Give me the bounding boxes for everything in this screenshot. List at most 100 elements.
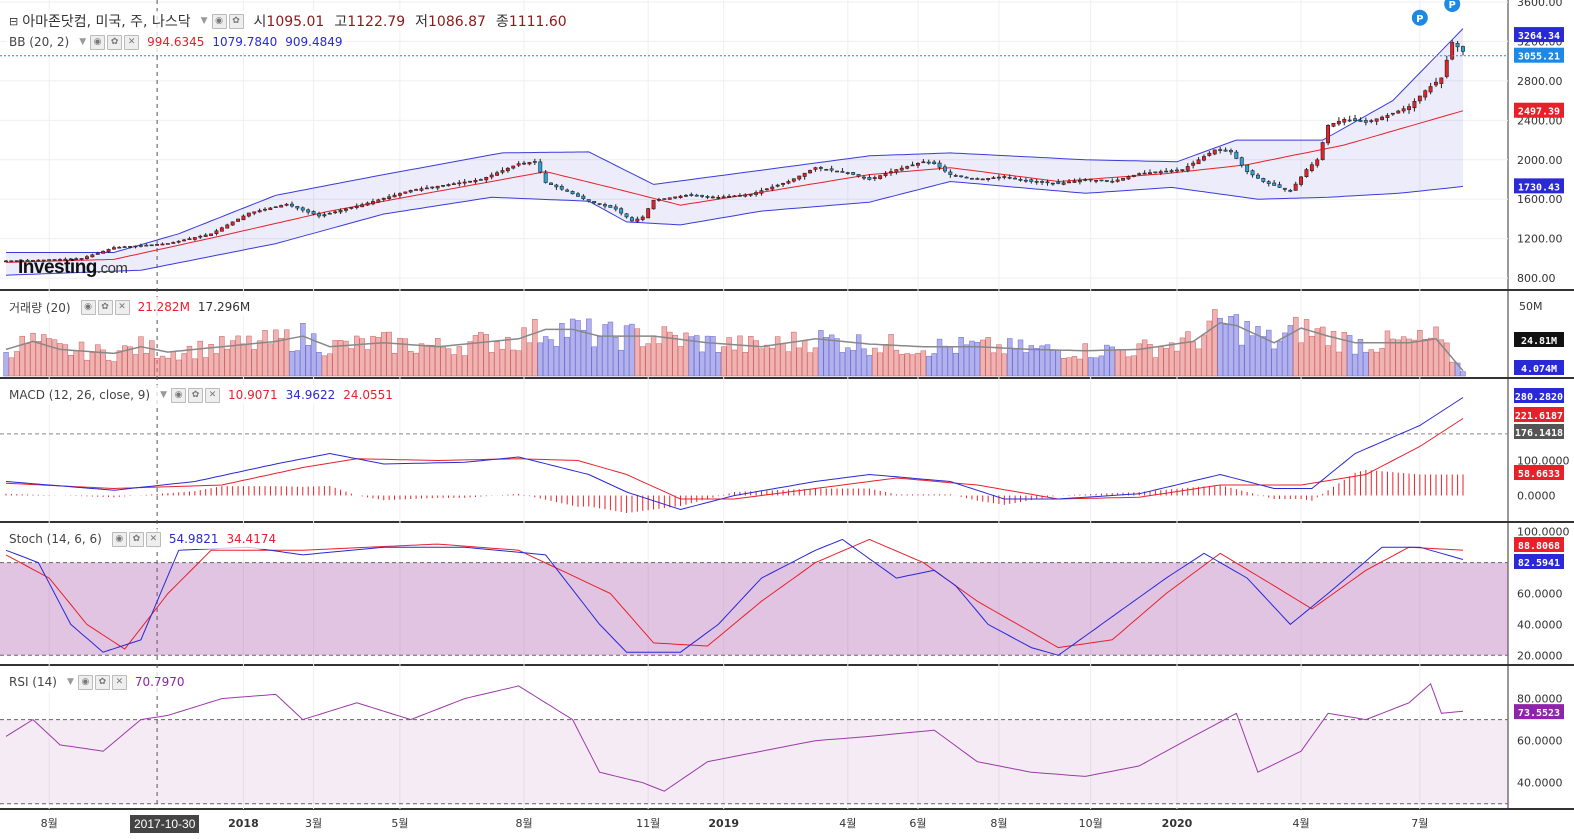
close-icon[interactable]: ✕ xyxy=(111,674,127,690)
gear-icon[interactable]: ✿ xyxy=(94,674,110,690)
candle xyxy=(144,244,149,247)
candle xyxy=(651,199,656,210)
candle xyxy=(538,161,543,173)
candle xyxy=(1250,170,1255,176)
eye-icon[interactable]: ◉ xyxy=(171,387,187,403)
volume-bar xyxy=(413,352,419,377)
candle xyxy=(791,178,796,182)
candle xyxy=(1169,170,1174,173)
volume-bar xyxy=(348,348,355,377)
candle xyxy=(575,193,580,197)
x-tick-label: 8월 xyxy=(515,817,532,830)
rsi-value-tag-bg xyxy=(1514,704,1564,720)
volume-bar xyxy=(888,334,894,377)
macd-histogram-value: 10.9071 xyxy=(228,388,278,402)
volume-bar xyxy=(300,323,306,377)
candle xyxy=(284,203,289,206)
candle xyxy=(333,211,338,214)
volume-bar xyxy=(1174,350,1180,377)
volume-bar xyxy=(1206,320,1213,377)
close-icon[interactable]: ✕ xyxy=(145,531,161,547)
volume-bar xyxy=(591,346,597,377)
ohlc-open: 시1095.01 xyxy=(254,11,325,31)
candle xyxy=(246,212,251,217)
chevron-down-icon[interactable]: ▼ xyxy=(66,677,74,687)
candle xyxy=(629,217,634,222)
eye-icon[interactable]: ◉ xyxy=(111,531,127,547)
bb-value-lower: 909.4849 xyxy=(285,35,343,49)
close-icon[interactable]: ✕ xyxy=(114,299,130,315)
candle xyxy=(327,212,332,215)
gear-icon[interactable]: ✿ xyxy=(128,531,144,547)
gear-icon[interactable]: ✿ xyxy=(97,299,113,315)
volume-bar xyxy=(796,347,802,377)
volume-bar xyxy=(629,323,635,377)
candle xyxy=(656,199,661,201)
x-tick-label: 3월 xyxy=(305,817,322,830)
stoch-value-tag: 88.8068 xyxy=(1518,541,1560,552)
collapse-icon[interactable]: ⊟ xyxy=(9,14,19,28)
candle xyxy=(198,235,203,238)
gear-icon[interactable]: ✿ xyxy=(228,13,244,29)
close-icon[interactable]: ✕ xyxy=(205,387,221,403)
stoch-legend-buttons: ◉ ✿ ✕ xyxy=(111,531,161,547)
gear-icon[interactable]: ✿ xyxy=(188,387,204,403)
volume-bar xyxy=(1309,335,1315,377)
candle xyxy=(95,252,100,255)
candle xyxy=(451,183,456,185)
eye-icon[interactable]: ◉ xyxy=(90,34,106,50)
volume-bar xyxy=(623,325,630,377)
volume-bar xyxy=(1066,357,1072,377)
volume-bar xyxy=(159,355,166,377)
volume-bar xyxy=(828,334,835,377)
candle xyxy=(1164,170,1169,173)
volume-bar xyxy=(537,342,543,377)
candle xyxy=(160,243,165,246)
chevron-down-icon[interactable]: ▼ xyxy=(200,16,208,26)
volume-bar xyxy=(208,344,214,377)
candle xyxy=(1229,150,1233,153)
low-value: 1086.87 xyxy=(428,14,486,30)
candle xyxy=(74,258,79,261)
candle xyxy=(781,183,786,185)
eye-icon[interactable]: ◉ xyxy=(80,299,96,315)
volume-bar xyxy=(305,345,311,377)
volume-bar xyxy=(1384,330,1391,377)
gear-icon[interactable]: ✿ xyxy=(107,34,123,50)
volume-bar xyxy=(634,328,641,377)
macd-signal-line xyxy=(5,418,1464,500)
candle xyxy=(1347,119,1352,122)
x-tick-label: 8월 xyxy=(990,817,1007,830)
eye-icon[interactable]: ◉ xyxy=(77,674,93,690)
volume-bar xyxy=(1244,321,1250,377)
bb-legend: BB (20, 2) ▼ ◉ ✿ ✕ 994.6345 1079.7840 90… xyxy=(6,32,346,52)
candle xyxy=(1369,120,1374,122)
volume-bar xyxy=(337,340,344,377)
volume-bar xyxy=(95,344,101,377)
volume-bar xyxy=(1427,337,1434,377)
eye-icon[interactable]: ◉ xyxy=(211,13,227,29)
candle xyxy=(441,185,445,187)
candle xyxy=(397,193,402,196)
open-label: 시 xyxy=(253,14,267,30)
volume-bar xyxy=(51,339,58,377)
bb-legend-buttons: ◉ ✿ ✕ xyxy=(90,34,140,50)
volume-bar xyxy=(462,355,468,377)
candle xyxy=(1363,120,1368,123)
volume-bar xyxy=(391,353,398,377)
close-icon[interactable]: ✕ xyxy=(124,34,140,50)
rsi-legend-buttons: ◉ ✿ ✕ xyxy=(77,674,127,690)
price-value-tag: 2497.39 xyxy=(1518,107,1560,118)
candle xyxy=(1320,142,1325,160)
volume-bar xyxy=(456,346,463,377)
candle xyxy=(662,198,667,200)
volume-bar xyxy=(1433,326,1439,377)
volume-bar xyxy=(1044,344,1051,377)
chevron-down-icon[interactable]: ▼ xyxy=(79,37,87,47)
volume-bar xyxy=(532,319,538,377)
chevron-down-icon[interactable]: ▼ xyxy=(160,390,168,400)
volume-bar xyxy=(942,345,948,377)
volume-bar xyxy=(753,340,759,377)
